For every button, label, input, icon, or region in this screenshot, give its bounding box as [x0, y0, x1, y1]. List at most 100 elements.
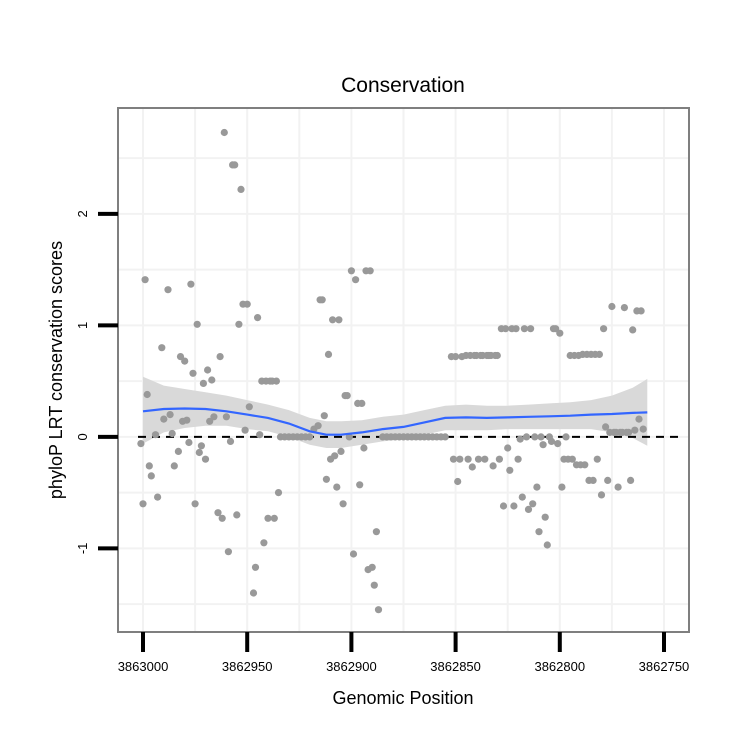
data-point [166, 411, 174, 419]
x-tick-label: 3862950 [222, 659, 273, 674]
data-point [502, 325, 510, 333]
data-point [143, 390, 151, 399]
data-point [514, 455, 522, 463]
data-point [639, 425, 647, 433]
data-point [510, 502, 518, 510]
data-point [231, 161, 239, 169]
data-point [366, 267, 374, 275]
data-point [539, 441, 547, 449]
data-point [533, 483, 541, 491]
data-point [333, 483, 341, 491]
data-point [635, 415, 643, 423]
data-point [216, 353, 224, 361]
data-point [468, 463, 476, 471]
data-point [347, 267, 355, 275]
x-axis-title: Genomic Position [332, 688, 473, 708]
data-point [154, 493, 162, 501]
data-point [220, 128, 228, 137]
data-point [597, 491, 606, 499]
data-point [524, 505, 533, 513]
data-point [452, 353, 460, 361]
data-point [245, 403, 253, 411]
data-point [243, 300, 251, 308]
data-point [241, 426, 249, 434]
data-point [318, 296, 326, 304]
data-point [608, 302, 616, 311]
x-tick-label: 3863000 [118, 659, 169, 674]
data-point [260, 539, 268, 547]
data-point [181, 357, 189, 365]
data-point [183, 416, 191, 424]
data-point [189, 369, 197, 377]
data-point [535, 528, 543, 536]
data-point [345, 433, 353, 441]
data-point [331, 452, 339, 460]
data-point [233, 511, 241, 519]
x-tick-label: 3862800 [534, 659, 585, 674]
data-point [237, 185, 245, 193]
data-point [324, 350, 333, 358]
data-point [274, 489, 283, 497]
data-point [474, 455, 483, 463]
chart-title: Conservation [341, 74, 465, 97]
data-point [251, 563, 260, 571]
data-point [339, 500, 347, 508]
data-point [637, 307, 645, 315]
data-point [168, 429, 176, 438]
data-point [552, 325, 560, 333]
x-tick-label: 3862900 [326, 659, 377, 674]
data-point [625, 428, 633, 436]
data-point [170, 462, 178, 470]
data-point [306, 433, 314, 441]
data-point [249, 589, 258, 597]
data-point [481, 455, 489, 463]
data-point [320, 412, 328, 420]
data-point [208, 376, 216, 384]
data-point [556, 329, 564, 337]
data-point [374, 606, 383, 614]
data-point [210, 413, 218, 421]
data-point [562, 433, 570, 441]
data-point [627, 476, 635, 484]
data-point [589, 476, 597, 484]
data-point [322, 475, 330, 483]
data-point [529, 500, 537, 508]
data-point [264, 514, 272, 522]
data-point [495, 455, 503, 463]
data-point [343, 392, 351, 400]
data-point [201, 455, 210, 463]
data-point [164, 286, 172, 294]
data-point [187, 280, 195, 288]
x-axis: 3863000 3862950 3862900 3862850 3862800 38627… [118, 632, 690, 674]
data-point [199, 379, 207, 387]
data-point [254, 314, 262, 322]
data-point [226, 437, 235, 445]
data-point [197, 442, 205, 450]
data-point [158, 344, 166, 352]
data-point [522, 433, 531, 441]
data-point [595, 350, 604, 358]
data-point [629, 326, 637, 334]
data-point [516, 435, 524, 443]
data-point [368, 563, 376, 571]
data-point [372, 528, 380, 536]
data-point [193, 320, 201, 328]
confidence-ribbon [143, 376, 648, 448]
data-point [214, 509, 222, 517]
data-point [593, 455, 601, 463]
data-point [504, 444, 512, 452]
data-point [206, 417, 214, 425]
data-point [191, 500, 199, 508]
data-point [531, 433, 539, 441]
y-tick-label: 2 [75, 210, 90, 217]
data-point [449, 455, 458, 463]
data-point [568, 455, 576, 463]
data-point [600, 325, 608, 333]
data-point [235, 320, 243, 328]
data-point [160, 415, 168, 423]
data-point [602, 423, 610, 431]
data-point [604, 476, 612, 484]
data-point [139, 500, 147, 508]
x-tick-label: 3862750 [639, 659, 690, 674]
